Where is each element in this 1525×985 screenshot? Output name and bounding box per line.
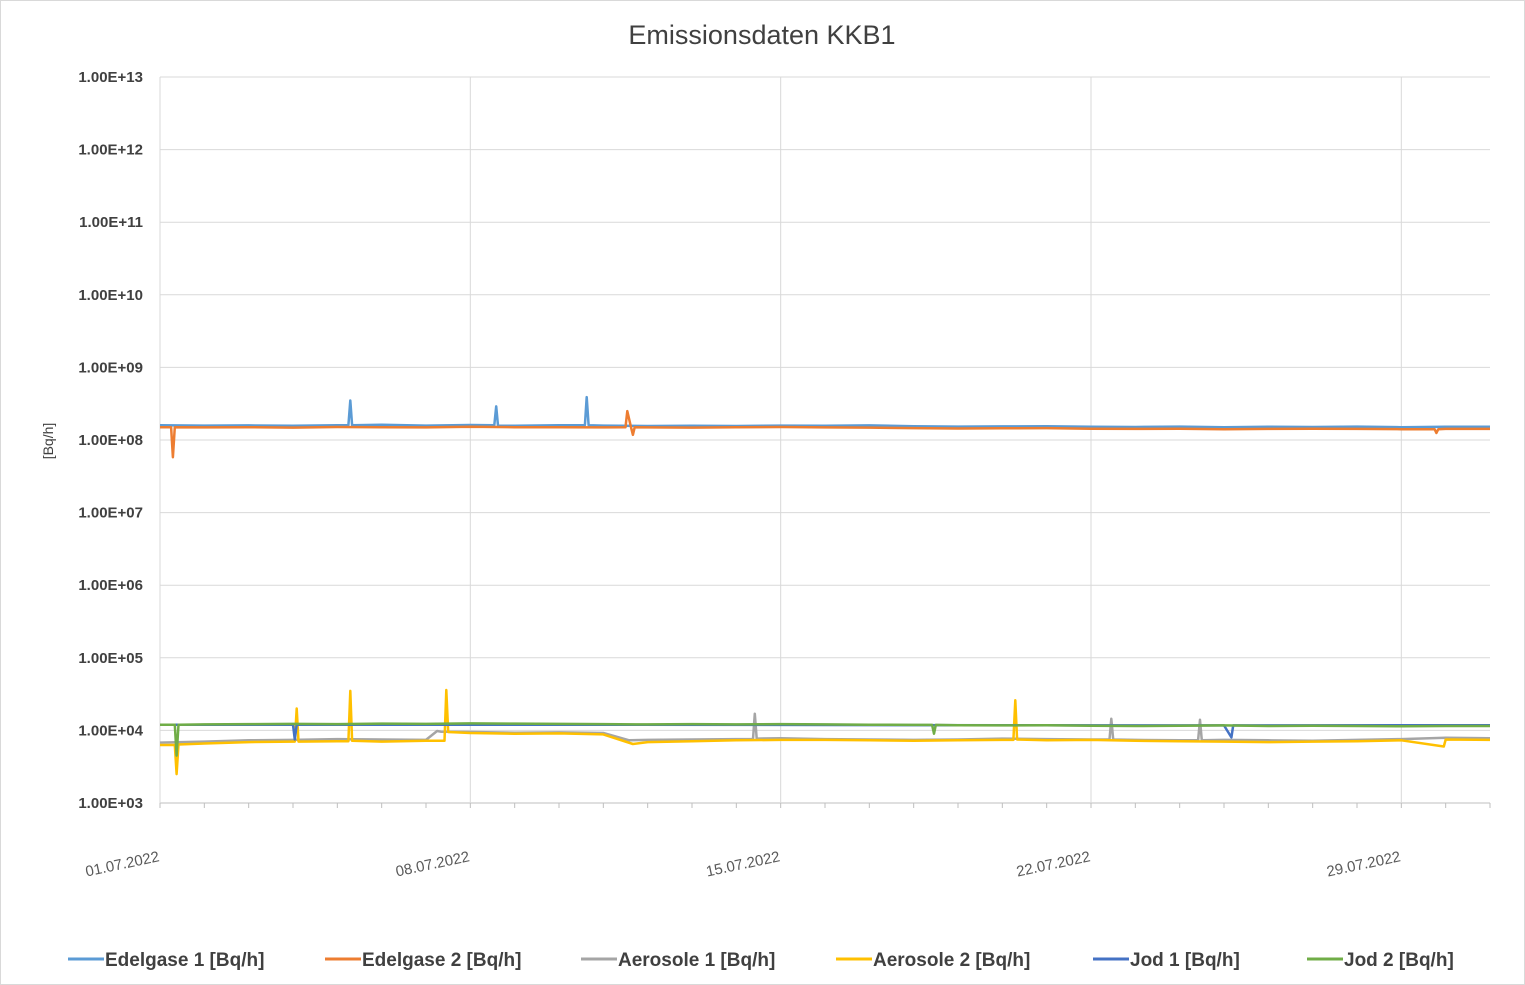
grid-lines (159, 76, 1491, 808)
y-tick-label: 1.00E+07 (78, 505, 143, 522)
series-line-2 (160, 409, 1490, 459)
y-tick-labels: 1.00E+03 1.00E+04 1.00E+05 1.00E+06 1.00E+07… (78, 69, 143, 812)
series-line-3 (159, 712, 1491, 744)
series-line-1 (159, 395, 1490, 429)
legend: Edelgase 1 [Bq/h] Edelgase 2 [Bq/h] Aeroso… (68, 950, 1454, 971)
y-tick-label: 1.00E+06 (78, 577, 143, 594)
legend-label-6: Jod 2 [Bq/h] (1344, 950, 1454, 971)
legend-label-3: Aerosole 1 [Bq/h] (618, 950, 775, 971)
y-tick-label: 1.00E+09 (78, 359, 143, 376)
legend-label-2: Edelgase 2 [Bq/h] (362, 950, 521, 971)
x-tick-labels: 01.07.2022 08.07.2022 15.07.2022 22.07.2022… (84, 848, 1402, 880)
chart-title: Emissionsdaten KKB1 (628, 20, 895, 50)
x-tick-label: 22.07.2022 (1015, 848, 1092, 880)
legend-label-1: Edelgase 1 [Bq/h] (105, 950, 264, 971)
legend-label-5: Jod 1 [Bq/h] (1130, 950, 1240, 971)
y-tick-label: 1.00E+12 (78, 142, 143, 159)
series-line-4 (160, 688, 1491, 776)
x-tick-label: 29.07.2022 (1325, 848, 1402, 880)
y-tick-label: 1.00E+03 (78, 795, 143, 812)
y-axis-label: [Bq/h] (40, 423, 56, 460)
y-tick-label: 1.00E+08 (78, 432, 143, 449)
x-tick-label: 15.07.2022 (705, 848, 782, 880)
y-tick-label: 1.00E+04 (78, 722, 143, 739)
series-line-6 (160, 722, 1490, 757)
x-tick-label: 01.07.2022 (84, 848, 161, 880)
y-tick-label: 1.00E+10 (78, 287, 143, 304)
y-tick-label: 1.00E+11 (79, 214, 143, 231)
series-lines (159, 395, 1491, 776)
x-tick-label: 08.07.2022 (394, 848, 471, 880)
legend-label-4: Aerosole 2 [Bq/h] (873, 950, 1030, 971)
y-tick-label: 1.00E+05 (78, 650, 143, 667)
y-tick-label: 1.00E+13 (78, 69, 143, 86)
